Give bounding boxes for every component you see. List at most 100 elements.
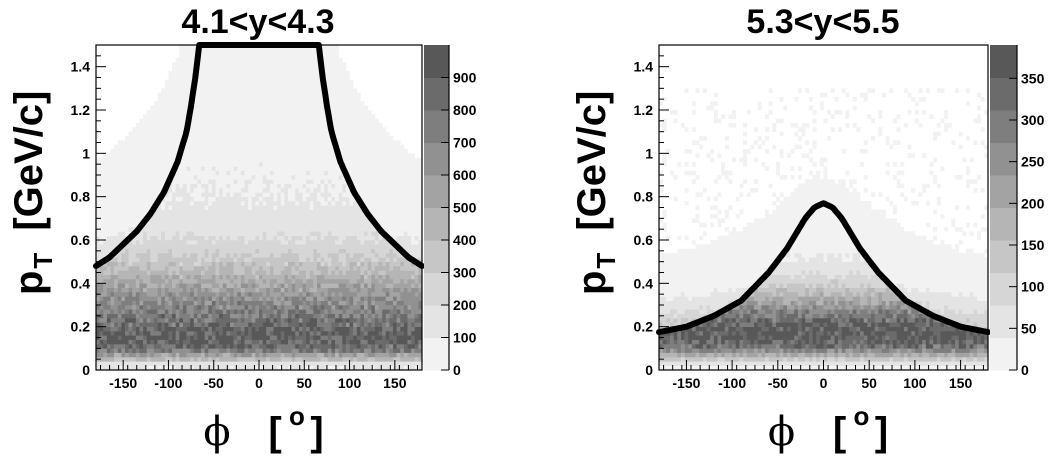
heatmap-cell	[266, 296, 271, 301]
heatmap-cell	[117, 149, 122, 154]
heatmap-cell	[226, 153, 231, 158]
heatmap-cell	[117, 313, 122, 319]
heatmap-cell	[121, 188, 126, 193]
heatmap-cell	[233, 58, 238, 63]
heatmap-cell	[295, 123, 300, 128]
heatmap-cell	[277, 318, 282, 323]
heatmap-cell	[313, 287, 318, 293]
heatmap-cell	[186, 188, 191, 193]
heatmap-cell	[240, 53, 245, 59]
heatmap-cell	[342, 209, 347, 215]
heatmap-cell	[302, 352, 307, 358]
heatmap-cell	[157, 318, 162, 323]
heatmap-cell	[266, 283, 271, 288]
heatmap-cell	[342, 214, 347, 219]
heatmap-cell	[251, 348, 256, 353]
heatmap-cell	[269, 300, 274, 306]
heatmap-cell	[153, 322, 158, 327]
heatmap-cell	[327, 92, 332, 98]
heatmap-cell	[255, 149, 260, 154]
heatmap-cell	[237, 222, 242, 228]
heatmap-cell	[222, 162, 227, 167]
heatmap-cell	[302, 335, 307, 340]
heatmap-cell	[139, 153, 144, 158]
heatmap-cell	[320, 335, 325, 340]
heatmap-cell	[302, 118, 307, 124]
heatmap-cell	[251, 62, 256, 67]
heatmap-cell	[175, 127, 180, 132]
heatmap-cell	[266, 175, 271, 180]
heatmap-cell	[215, 136, 220, 141]
heatmap-cell	[179, 300, 184, 306]
heatmap-cell	[306, 127, 311, 132]
heatmap-cell	[349, 292, 354, 297]
heatmap-cell	[338, 66, 343, 72]
heatmap-cell	[103, 231, 108, 236]
heatmap-cell	[172, 118, 176, 124]
heatmap-cell	[157, 361, 162, 366]
heatmap-cell	[298, 205, 303, 210]
heatmap-cell	[103, 261, 108, 267]
heatmap-cell	[124, 166, 129, 171]
heatmap-cell	[316, 162, 321, 167]
heatmap-cell	[316, 322, 321, 327]
heatmap-cell	[201, 231, 205, 236]
heatmap-cell	[197, 318, 202, 323]
heatmap-cell	[190, 244, 195, 249]
heatmap-cell	[139, 318, 144, 323]
heatmap-cell	[298, 296, 303, 301]
heatmap-cell	[284, 352, 289, 358]
heatmap-cell	[248, 196, 253, 202]
heatmap-cell	[295, 84, 300, 89]
heatmap-cell	[287, 361, 292, 366]
heatmap-cell	[248, 166, 253, 171]
heatmap-cell	[233, 88, 238, 93]
heatmap-cell	[193, 140, 198, 145]
heatmap-cell	[230, 240, 234, 245]
heatmap-cell	[262, 71, 267, 76]
heatmap-cell	[280, 58, 285, 63]
heatmap-cell	[244, 270, 249, 275]
heatmap-cell	[338, 136, 343, 141]
heatmap-cell	[128, 205, 133, 210]
heatmap-cell	[349, 309, 354, 314]
heatmap-cell	[106, 179, 111, 184]
heatmap-cell	[197, 92, 202, 98]
heatmap-cell	[342, 88, 347, 93]
heatmap-cell	[208, 62, 213, 67]
heatmap-cell	[262, 162, 267, 167]
heatmap-cell	[103, 266, 108, 271]
heatmap-cell	[259, 136, 263, 141]
heatmap-cell	[164, 287, 169, 293]
heatmap-cell	[269, 101, 274, 106]
heatmap-cell	[277, 244, 282, 249]
heatmap-cell	[345, 205, 350, 210]
heatmap-cell	[114, 188, 119, 193]
heatmap-cell	[215, 123, 220, 128]
heatmap-cell	[316, 196, 321, 202]
heatmap-cell	[226, 53, 231, 59]
heatmap-cell	[211, 300, 216, 306]
heatmap-cell	[124, 218, 129, 223]
heatmap-cell	[320, 136, 325, 141]
heatmap-cell	[139, 209, 144, 215]
heatmap-cell	[259, 49, 263, 54]
heatmap-cell	[190, 218, 195, 223]
heatmap-cell	[255, 348, 260, 353]
heatmap-cell	[186, 153, 191, 158]
heatmap-cell	[219, 75, 224, 80]
heatmap-cell	[306, 357, 311, 362]
heatmap-cell	[201, 235, 205, 241]
heatmap-cell	[153, 157, 158, 163]
heatmap-cell	[287, 149, 292, 154]
heatmap-cell	[182, 313, 187, 319]
heatmap-cell	[259, 183, 263, 189]
heatmap-cell	[291, 361, 296, 366]
heatmap-cell	[262, 248, 267, 254]
heatmap-cell	[295, 348, 300, 353]
heatmap-cell	[335, 62, 339, 67]
heatmap-cell	[324, 348, 329, 353]
heatmap-cell	[237, 53, 242, 59]
heatmap-cell	[331, 110, 336, 115]
heatmap-cell	[298, 300, 303, 306]
